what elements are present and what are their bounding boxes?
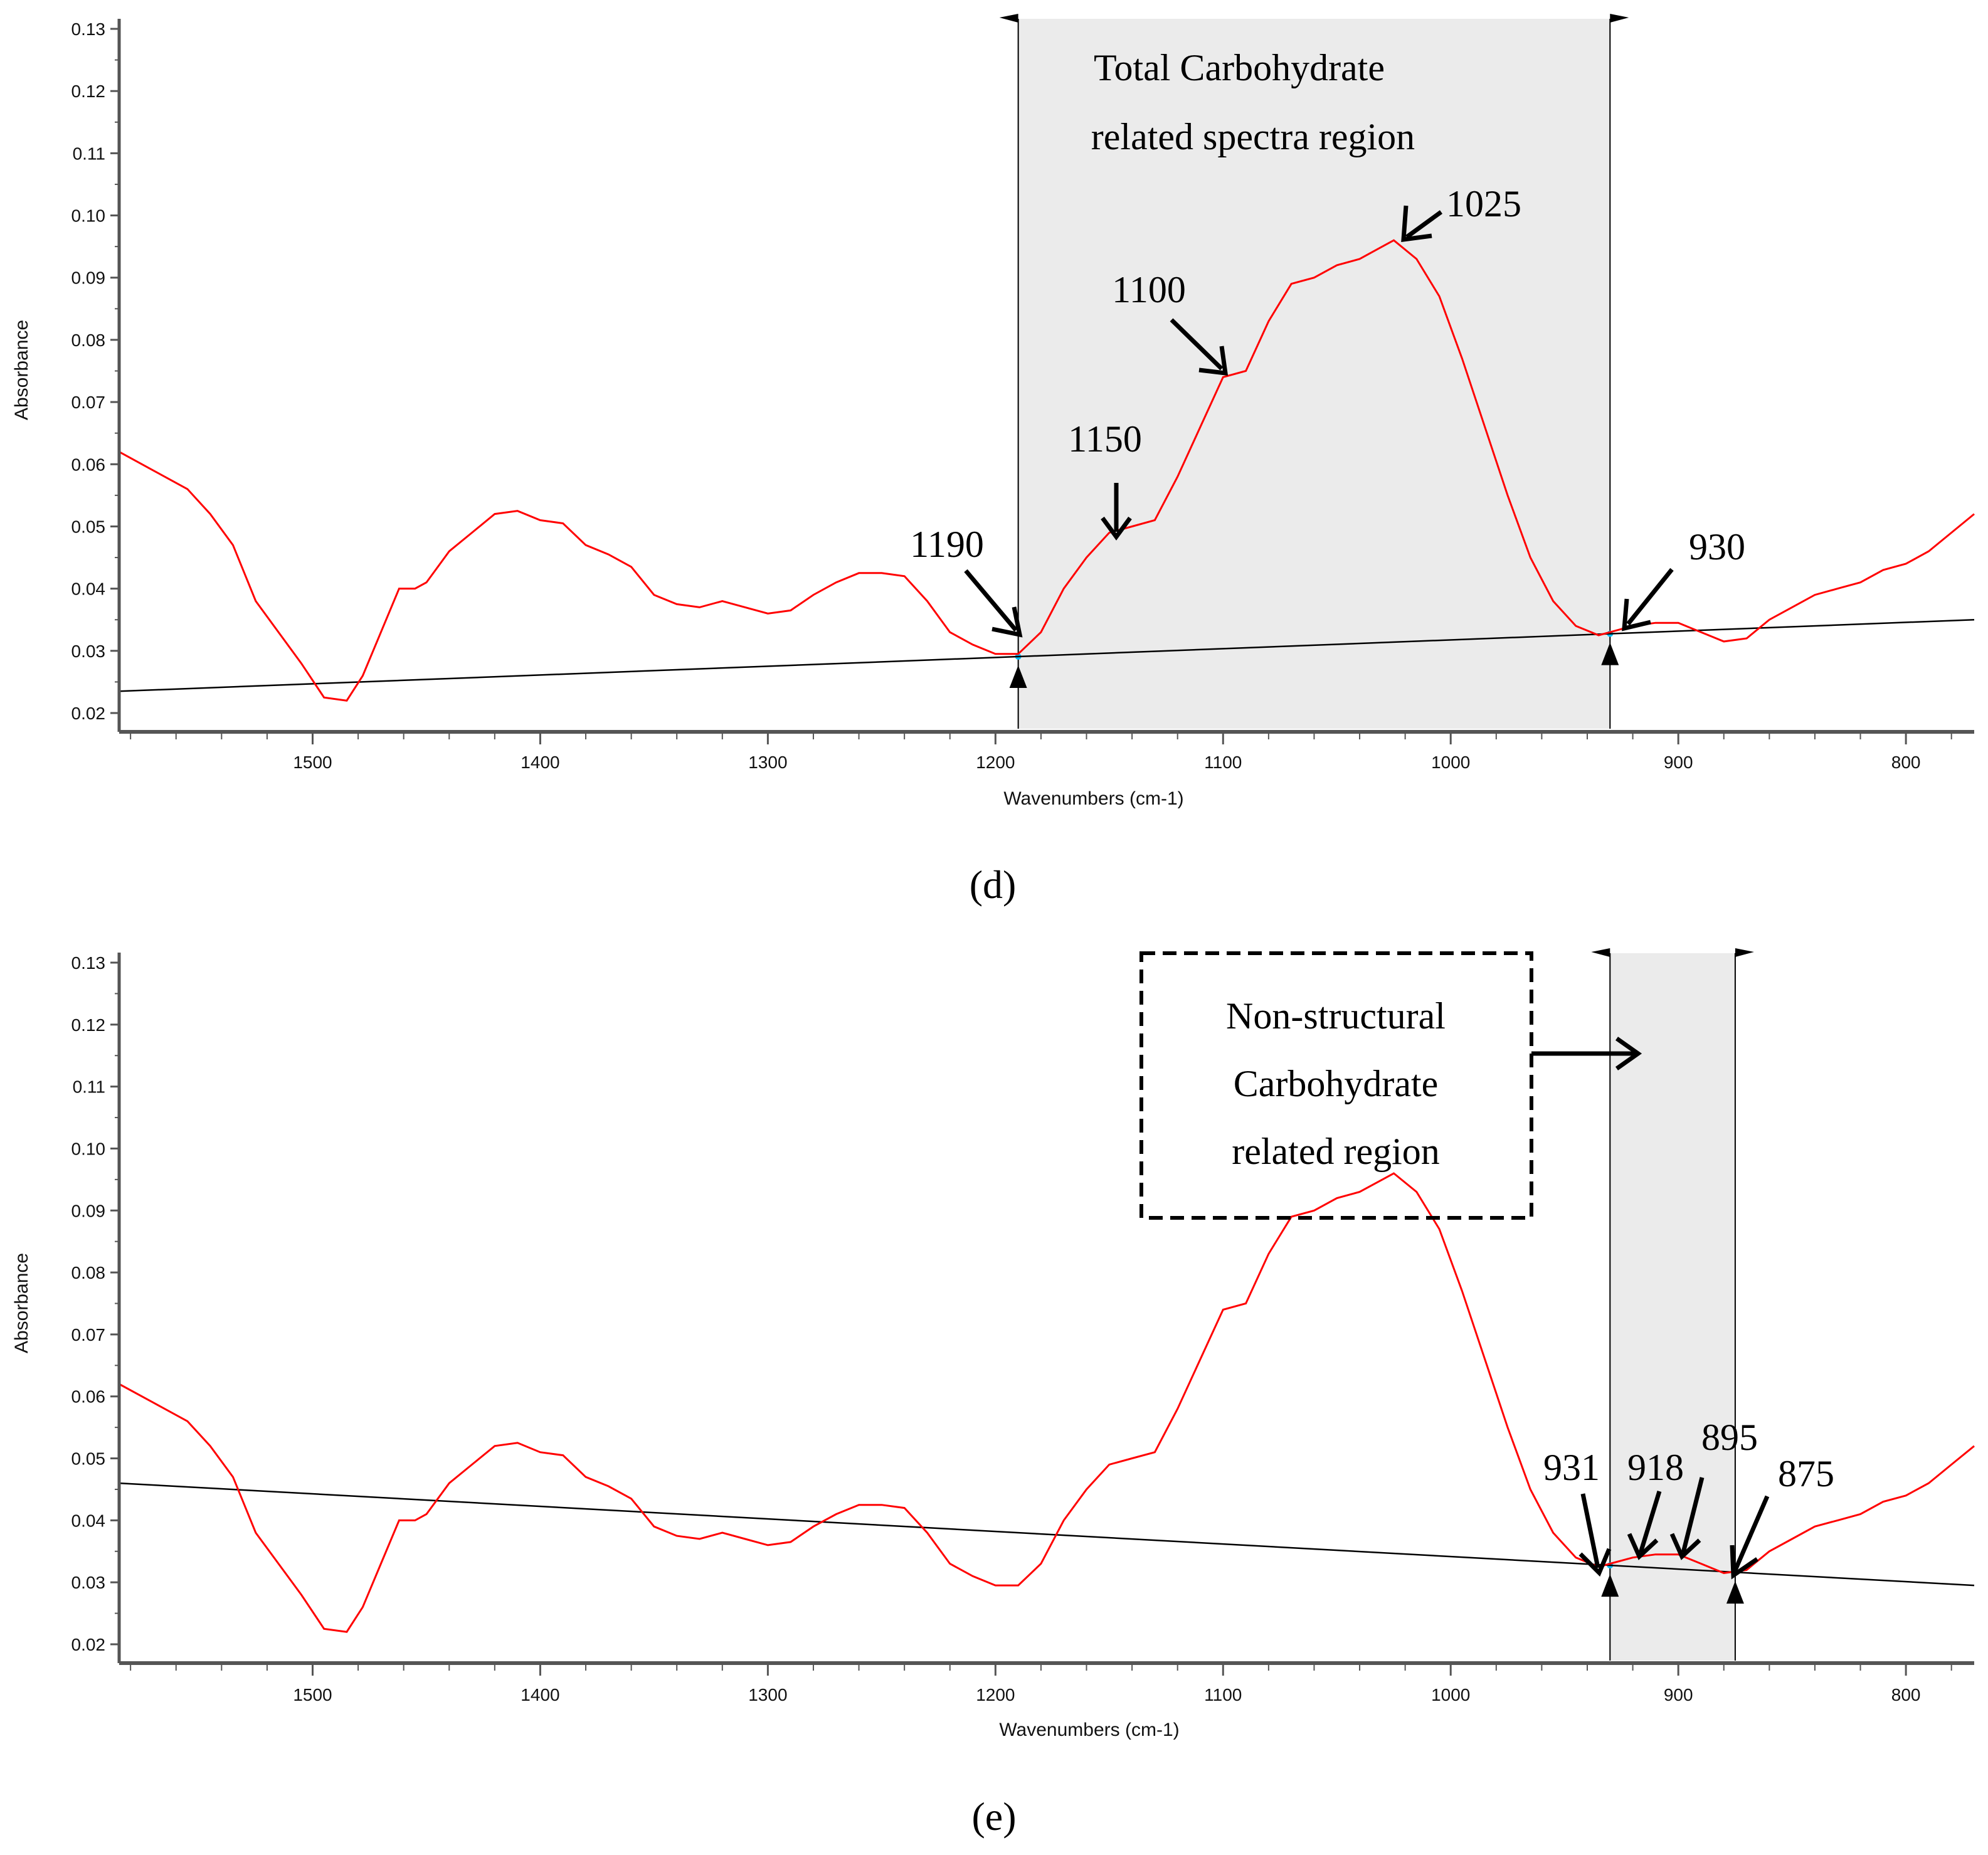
- x-tick-label: 1100: [1204, 1685, 1242, 1704]
- x-tick-label: 900: [1664, 1685, 1693, 1704]
- arrow-to-region: [1531, 1037, 1642, 1070]
- region-label-line-1: Total Carbohydrate: [1094, 47, 1385, 88]
- panel-d: 0.02 0.03 0.04 0.05 0.06 0.07 0.08 0.09 0.10 0.11…: [11, 14, 1975, 907]
- y-tick-label: 0.07: [71, 393, 106, 412]
- annotation-930: 930: [1689, 526, 1745, 568]
- y-tick-label: 0.09: [71, 268, 106, 288]
- y-tick-label: 0.03: [71, 1573, 106, 1592]
- y-tick-label: 0.10: [71, 1139, 106, 1158]
- annotation-1025: 1025: [1446, 183, 1521, 225]
- x-tick-label: 1300: [748, 753, 787, 772]
- annotation-895: 895: [1701, 1417, 1758, 1458]
- x-tick-label: 1000: [1431, 753, 1470, 772]
- x-tick-label: 1500: [293, 1685, 332, 1704]
- y-tick-label: 0.02: [71, 704, 106, 723]
- y-tick-label: 0.12: [71, 1015, 106, 1035]
- x-tick-label: 1200: [976, 753, 1015, 772]
- x-tick-label: 1400: [521, 753, 559, 772]
- axes: [110, 19, 1974, 744]
- arrow-918: [1627, 1490, 1662, 1560]
- y-tick-label: 0.10: [71, 206, 106, 226]
- y-tick-label: 0.11: [73, 1077, 105, 1097]
- x-tick-labels: 1500 1400 1300 1200 1100 1000 900 800: [293, 1685, 1920, 1704]
- x-axis-label: Wavenumbers (cm-1): [1003, 788, 1183, 809]
- y-tick-label: 0.08: [71, 1263, 106, 1282]
- y-tick-label: 0.11: [73, 144, 105, 163]
- y-tick-label: 0.05: [71, 517, 106, 536]
- region-bottom-handle[interactable]: [1601, 1574, 1619, 1597]
- annotation-875: 875: [1778, 1453, 1834, 1494]
- y-tick-label: 0.13: [71, 19, 106, 39]
- y-tick-labels: 0.02 0.03 0.04 0.05 0.06 0.07 0.08 0.09 0.10 0.11…: [71, 19, 106, 723]
- region-top-handle[interactable]: [1591, 948, 1610, 957]
- y-tick-label: 0.05: [71, 1449, 106, 1469]
- axes: [110, 953, 1974, 1676]
- y-axis-label: Absorbance: [11, 1253, 32, 1353]
- x-tick-label: 800: [1891, 753, 1921, 772]
- annotation-arrows: [1531, 1037, 1770, 1580]
- y-tick-label: 0.06: [71, 455, 106, 474]
- x-tick-labels: 1500 1400 1300 1200 1100 1000 900 800: [293, 753, 1920, 772]
- region-bottom-handle[interactable]: [1726, 1581, 1744, 1604]
- region-label-line-2: Carbohydrate: [1234, 1063, 1439, 1104]
- baseline-line: [119, 1482, 1975, 1587]
- region-top-handle[interactable]: [1735, 948, 1754, 957]
- spectrum-line: [119, 1172, 1975, 1633]
- arrow-895: [1669, 1477, 1705, 1560]
- y-tick-label: 0.02: [71, 1635, 106, 1654]
- region-label-line-1: Non-structural: [1226, 995, 1446, 1037]
- region-top-handle[interactable]: [999, 14, 1018, 23]
- x-tick-label: 1500: [293, 753, 332, 772]
- x-tick-label: 1100: [1204, 753, 1242, 772]
- annotation-1190: 1190: [910, 524, 984, 565]
- panel-e: 0.02 0.03 0.04 0.05 0.06 0.07 0.08 0.09 0.10 0.11…: [11, 948, 1975, 1839]
- annotation-931: 931: [1543, 1447, 1600, 1488]
- y-tick-label: 0.03: [71, 642, 106, 661]
- y-tick-label: 0.07: [71, 1325, 106, 1345]
- region-label-box: [1139, 951, 1533, 1220]
- annotation-1150: 1150: [1068, 418, 1142, 460]
- arrow-1100: [1170, 318, 1229, 376]
- y-tick-labels: 0.02 0.03 0.04 0.05 0.06 0.07 0.08 0.09 0.10 0.11…: [71, 953, 106, 1654]
- region-bottom-handle[interactable]: [1601, 642, 1619, 665]
- x-tick-label: 900: [1664, 753, 1693, 772]
- y-tick-label: 0.13: [71, 953, 106, 973]
- arrow-930: [1622, 568, 1674, 632]
- caption-d: (d): [970, 862, 1017, 907]
- region-bottom-handle[interactable]: [1009, 665, 1027, 689]
- x-tick-label: 1200: [976, 1685, 1015, 1704]
- annotation-arrows: [964, 205, 1674, 638]
- region-top-handle[interactable]: [1610, 14, 1629, 23]
- spectrum-line: [119, 239, 1975, 702]
- arrow-1190: [964, 569, 1023, 638]
- y-tick-label: 0.04: [71, 1511, 106, 1530]
- y-tick-label: 0.06: [71, 1387, 106, 1407]
- y-tick-label: 0.08: [71, 330, 106, 350]
- y-tick-label: 0.09: [71, 1201, 106, 1220]
- region-shading: [1018, 19, 1610, 729]
- annotation-1100: 1100: [1112, 269, 1186, 310]
- x-tick-label: 1000: [1431, 1685, 1470, 1704]
- y-axis-label: Absorbance: [11, 320, 32, 420]
- arrow-1150: [1101, 483, 1132, 541]
- annotation-918: 918: [1627, 1447, 1684, 1488]
- region-label-line-2: related spectra region: [1091, 116, 1415, 157]
- arrow-875: [1730, 1495, 1770, 1580]
- region-label-line-3: related region: [1232, 1131, 1440, 1172]
- arrow-931: [1578, 1493, 1612, 1577]
- x-axis-label: Wavenumbers (cm-1): [999, 1720, 1179, 1740]
- x-tick-label: 1400: [521, 1685, 559, 1704]
- x-tick-label: 800: [1891, 1685, 1921, 1704]
- baseline-line: [119, 618, 1975, 692]
- caption-e: (e): [971, 1794, 1016, 1839]
- x-tick-label: 1300: [748, 1685, 787, 1704]
- y-tick-label: 0.04: [71, 579, 106, 599]
- arrow-1025: [1401, 205, 1443, 243]
- y-tick-label: 0.12: [71, 82, 106, 101]
